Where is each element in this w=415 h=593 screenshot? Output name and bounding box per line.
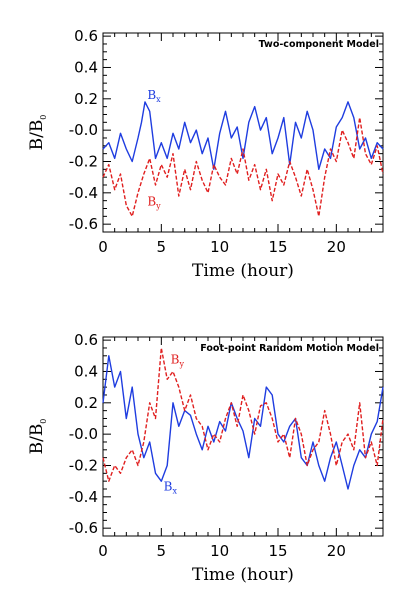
- y-axis-label: B/B0: [27, 419, 48, 455]
- y-tick-label: 0.4: [74, 362, 98, 380]
- y-tick-label: 0.4: [74, 58, 98, 76]
- x-tick-label: 20: [327, 542, 346, 560]
- y-tick-label: -0.6: [69, 215, 98, 233]
- y-tick-label: -0.6: [69, 519, 98, 537]
- y-tick-label: -0.0: [69, 121, 98, 139]
- x-tick-label: 0: [98, 542, 108, 560]
- panel-two-component-model: 0 5 10 15 20 0.6 0.4 0.2 -0.0 -0.2 -0.4 -0.6 Bx By Two…: [27, 27, 384, 281]
- y-tick-label: 0.6: [74, 331, 98, 349]
- plot-frame: [102, 32, 384, 233]
- x-tick-label: 10: [210, 238, 229, 256]
- x-tick-label: 10: [210, 542, 229, 560]
- series-line-bx: [102, 355, 384, 490]
- x-tick-label: 20: [327, 238, 346, 256]
- y-tick-label: -0.2: [69, 456, 98, 474]
- series-line-by: [102, 347, 384, 482]
- y-tick-label: 0.2: [74, 394, 98, 412]
- panel-annotation: Two-component Model: [259, 39, 379, 50]
- series-label-bx: Bx: [147, 88, 161, 104]
- y-tick-label: -0.0: [69, 425, 98, 443]
- x-axis-label: Time (hour): [192, 261, 294, 281]
- series-line-by: [102, 116, 384, 218]
- y-tick-label: -0.4: [69, 184, 98, 202]
- y-axis-label: B/B0: [27, 115, 48, 151]
- panel-annotation: Foot-point Random Motion Model: [200, 343, 379, 354]
- x-tick-label: 5: [157, 542, 167, 560]
- y-tick-label: 0.2: [74, 90, 98, 108]
- x-tick-label: 0: [98, 238, 108, 256]
- y-tick-label: -0.4: [69, 488, 98, 506]
- series-label-bx: Bx: [164, 480, 178, 496]
- x-tick-label: 15: [268, 238, 287, 256]
- panel-foot-point-random-motion-model: 0 5 10 15 20 0.6 0.4 0.2 -0.0 -0.2 -0.4 -0.6 Bx By Foo…: [27, 331, 384, 585]
- series-line-bx: [102, 101, 384, 171]
- series-label-by: By: [147, 194, 161, 210]
- x-axis-label: Time (hour): [192, 565, 294, 585]
- y-tick-label: -0.2: [69, 152, 98, 170]
- y-tick-label: 0.6: [74, 27, 98, 45]
- series-label-by: By: [171, 353, 185, 369]
- x-tick-label: 15: [268, 542, 287, 560]
- x-tick-label: 5: [157, 238, 167, 256]
